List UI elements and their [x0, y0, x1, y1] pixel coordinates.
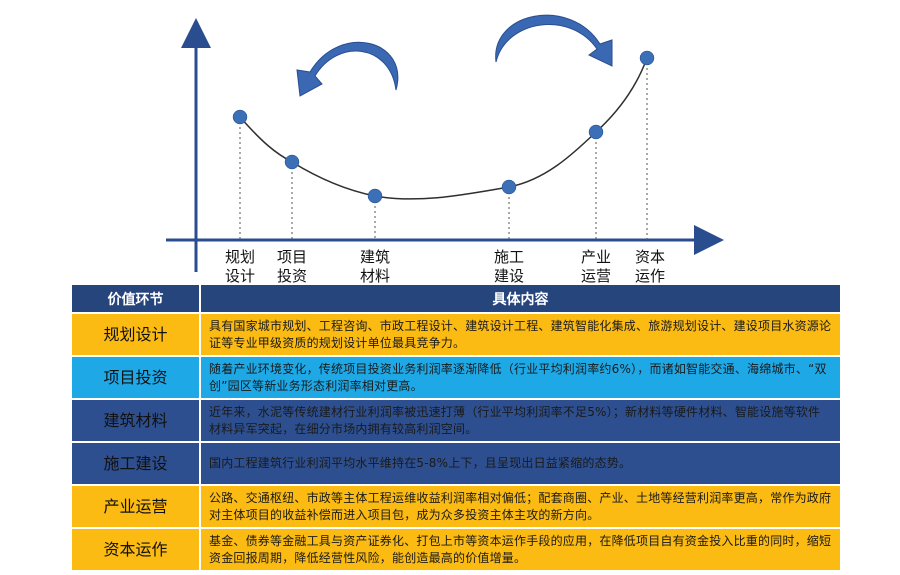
stage-labels: 规划 设计 项目 投资 建筑 材料 施工 建设 产业 运营 资本 运作 — [225, 248, 665, 285]
curve-points — [232, 50, 655, 204]
left-curved-arrow-icon — [296, 41, 399, 97]
header-content: 具体内容 — [201, 285, 840, 314]
point-construction — [501, 179, 517, 195]
point-project-investment — [284, 154, 300, 170]
table-row: 施工建设 国内工程建筑行业利润平均水平维持在5-8%上下，且呈现出日益紧缩的态势… — [72, 443, 840, 486]
stage-label-6-line1: 资本 — [635, 248, 665, 266]
row-content: 随着产业环境变化，传统项目投资业务利润率逐渐降低（行业平均利润率约6%），而诸如… — [201, 357, 840, 400]
row-stage: 产业运营 — [72, 486, 201, 529]
point-industry-operation — [588, 124, 604, 140]
table-header-row: 价值环节 具体内容 — [72, 285, 840, 314]
stage-label-2-line1: 项目 — [277, 248, 307, 266]
row-stage: 资本运作 — [72, 529, 201, 572]
table-row: 规划设计 具有国家城市规划、工程咨询、市政工程设计、建筑设计工程、建筑智能化集成… — [72, 314, 840, 357]
stage-label-3-line1: 建筑 — [360, 248, 390, 266]
row-stage: 施工建设 — [72, 443, 201, 486]
stage-label-1-line1: 规划 — [225, 248, 255, 266]
value-chain-table: 价值环节 具体内容 规划设计 具有国家城市规划、工程咨询、市政工程设计、建筑设计… — [72, 285, 840, 572]
row-stage: 项目投资 — [72, 357, 201, 400]
stage-label-2-line2: 投资 — [277, 267, 307, 285]
stage-label-3-line2: 材料 — [360, 267, 390, 285]
table-row: 项目投资 随着产业环境变化，传统项目投资业务利润率逐渐降低（行业平均利润率约6%… — [72, 357, 840, 400]
stage-label-4-line1: 施工 — [494, 248, 524, 266]
right-curved-arrow-icon — [495, 14, 613, 67]
header-stage: 价值环节 — [72, 285, 201, 314]
table-row: 建筑材料 近年来，水泥等传统建材行业利润率被迅速打薄（行业平均利润率不足5%）；… — [72, 400, 840, 443]
row-content: 国内工程建筑行业利润平均水平维持在5-8%上下，且呈现出日益紧缩的态势。 — [201, 443, 840, 486]
stage-label-1-line2: 设计 — [225, 267, 255, 285]
table-row: 资本运作 基金、债券等金融工具与资产证券化、打包上市等资本运作手段的应用，在降低… — [72, 529, 840, 572]
stage-label-4-line2: 建设 — [494, 267, 524, 285]
value-chain-smile-curve: 规划 设计 项目 投资 建筑 材料 施工 建设 产业 运营 资本 运作 — [166, 14, 724, 285]
point-plan-design — [232, 109, 248, 125]
table-row: 产业运营 公路、交通枢纽、市政等主体工程运维收益利润率相对偏低；配套商圈、产业、… — [72, 486, 840, 529]
row-content: 近年来，水泥等传统建材行业利润率被迅速打薄（行业平均利润率不足5%）；新材料等硬… — [201, 400, 840, 443]
row-stage: 建筑材料 — [72, 400, 201, 443]
row-content: 基金、债券等金融工具与资产证券化、打包上市等资本运作手段的应用，在降低项目自有资… — [201, 529, 840, 572]
stage-label-5-line1: 产业 — [581, 248, 611, 266]
dashed-drop-lines — [239, 58, 648, 240]
point-building-materials — [367, 188, 383, 204]
row-content: 具有国家城市规划、工程咨询、市政工程设计、建筑设计工程、建筑智能化集成、旅游规划… — [201, 314, 840, 357]
stage-label-6-line2: 运作 — [635, 267, 665, 285]
stage-label-5-line2: 运营 — [581, 267, 611, 285]
point-capital-operation — [639, 50, 655, 66]
row-stage: 规划设计 — [72, 314, 201, 357]
row-content: 公路、交通枢纽、市政等主体工程运维收益利润率相对偏低；配套商圈、产业、土地等经营… — [201, 486, 840, 529]
